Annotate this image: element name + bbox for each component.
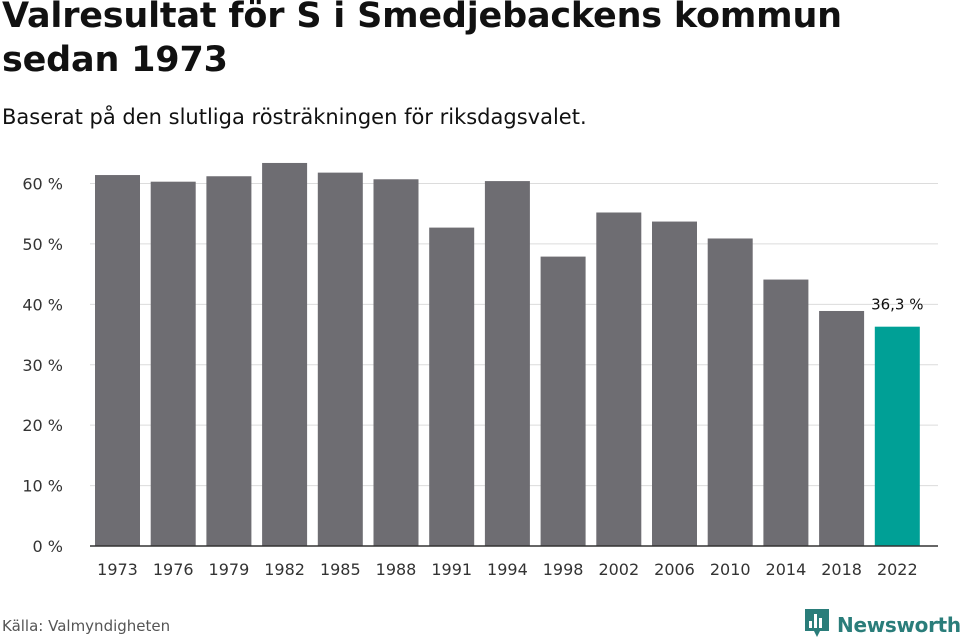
newsworthy-logo-icon [804,608,830,642]
x-tick-label: 2014 [766,560,807,579]
x-tick-label: 1998 [543,560,584,579]
source-note: Källa: Valmyndigheten [2,617,171,635]
chart-title: Valresultat för S i Smedjebackens kommun… [2,0,842,80]
bar-2002 [596,212,642,546]
bar-1991 [429,227,475,546]
bar-1976 [150,181,196,546]
chart-subtitle: Baserat på den slutliga rösträkningen fö… [2,105,587,129]
y-axis-ticks: 0 % 10 % 20 % 30 % 40 % 50 % 60 % [22,175,63,557]
bar-1979 [206,176,252,546]
x-tick-label: 1991 [431,560,472,579]
x-tick-label: 1973 [97,560,138,579]
x-axis-ticks: 1973 1976 1979 1982 1985 1988 1991 1994 1998 2002… [97,560,918,579]
y-tick-label: 20 % [22,416,63,435]
x-tick-label: 2006 [654,560,695,579]
y-tick-label: 40 % [22,295,63,314]
bar-1998 [540,256,586,546]
bar-1973 [95,175,140,546]
bar-2022 [874,326,920,546]
x-tick-label: 2002 [598,560,639,579]
data-label: 36,3 % [871,296,923,314]
bar-1994 [484,181,530,547]
x-tick-label: 1985 [320,560,361,579]
y-tick-label: 50 % [22,235,63,254]
y-tick-label: 10 % [22,477,63,496]
y-tick-label: 30 % [22,356,63,375]
bar-1982 [262,162,308,547]
bar-2010 [707,238,753,546]
x-tick-label: 1979 [209,560,250,579]
x-tick-label: 2018 [821,560,862,579]
y-tick-label: 0 % [33,537,63,556]
y-tick-label: 60 % [22,175,63,194]
data-labels: 36,3 % [871,296,923,314]
newsworthy-logo: Newsworthy [804,608,960,642]
x-tick-label: 2010 [710,560,751,579]
x-tick-label: 1988 [376,560,417,579]
x-tick-label: 1994 [487,560,528,579]
bar-2018 [819,310,865,546]
bars [95,162,920,547]
x-tick-label: 2022 [877,560,918,579]
x-tick-label: 1976 [153,560,194,579]
bar-1988 [373,179,419,547]
bar-2014 [763,279,809,546]
bar-2006 [652,221,697,546]
x-tick-label: 1982 [264,560,305,579]
newsworthy-brand-name: Newsworthy [837,613,960,637]
bar-1985 [317,172,363,546]
